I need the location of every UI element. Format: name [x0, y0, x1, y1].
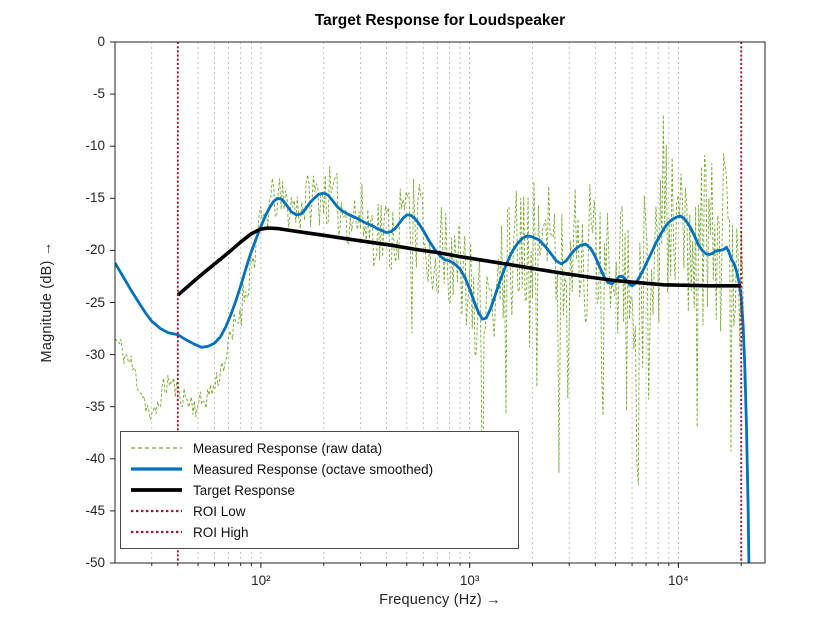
legend-label: Measured Response (raw data) [193, 440, 383, 456]
y-tick-label: 0 [97, 34, 105, 49]
x-tick-label: 10² [251, 573, 271, 588]
y-tick-label: -5 [92, 86, 105, 102]
legend-item: Target Response [129, 480, 510, 500]
y-tick-label: -45 [85, 502, 105, 518]
legend-line-sample-icon [131, 509, 182, 513]
legend-item: Measured Response (octave smoothed) [129, 459, 510, 479]
legend-label: ROI Low [193, 503, 246, 519]
y-tick-label: -15 [85, 190, 105, 206]
y-tick-label: -30 [85, 346, 105, 362]
legend-item: ROI Low [129, 501, 510, 521]
x-axis-label: Frequency (Hz) → [379, 592, 501, 608]
y-tick-label: -25 [85, 294, 105, 310]
legend-item: Measured Response (raw data) [129, 438, 510, 458]
y-tick-label: -10 [85, 138, 105, 154]
legend-label: Target Response [193, 482, 296, 498]
legend: Measured Response (raw data) Measured Res… [120, 431, 519, 549]
chart-title: Target Response for Loudspeaker [314, 12, 566, 29]
x-tick-label: 10⁴ [667, 573, 689, 588]
legend-line-sample-icon [131, 530, 182, 534]
legend-item: ROI High [129, 522, 510, 542]
y-tick-label: -50 [85, 555, 105, 570]
y-tick-label: -35 [85, 398, 105, 414]
legend-label: Measured Response (octave smoothed) [193, 461, 434, 477]
legend-line-sample-icon [131, 467, 182, 471]
y-tick-label: -40 [85, 450, 105, 466]
x-tick-label: 10³ [459, 573, 480, 588]
legend-line-sample-icon [131, 447, 182, 449]
legend-label: ROI High [193, 524, 249, 540]
legend-line-sample-icon [131, 488, 182, 492]
y-tick-label: -20 [85, 242, 105, 258]
